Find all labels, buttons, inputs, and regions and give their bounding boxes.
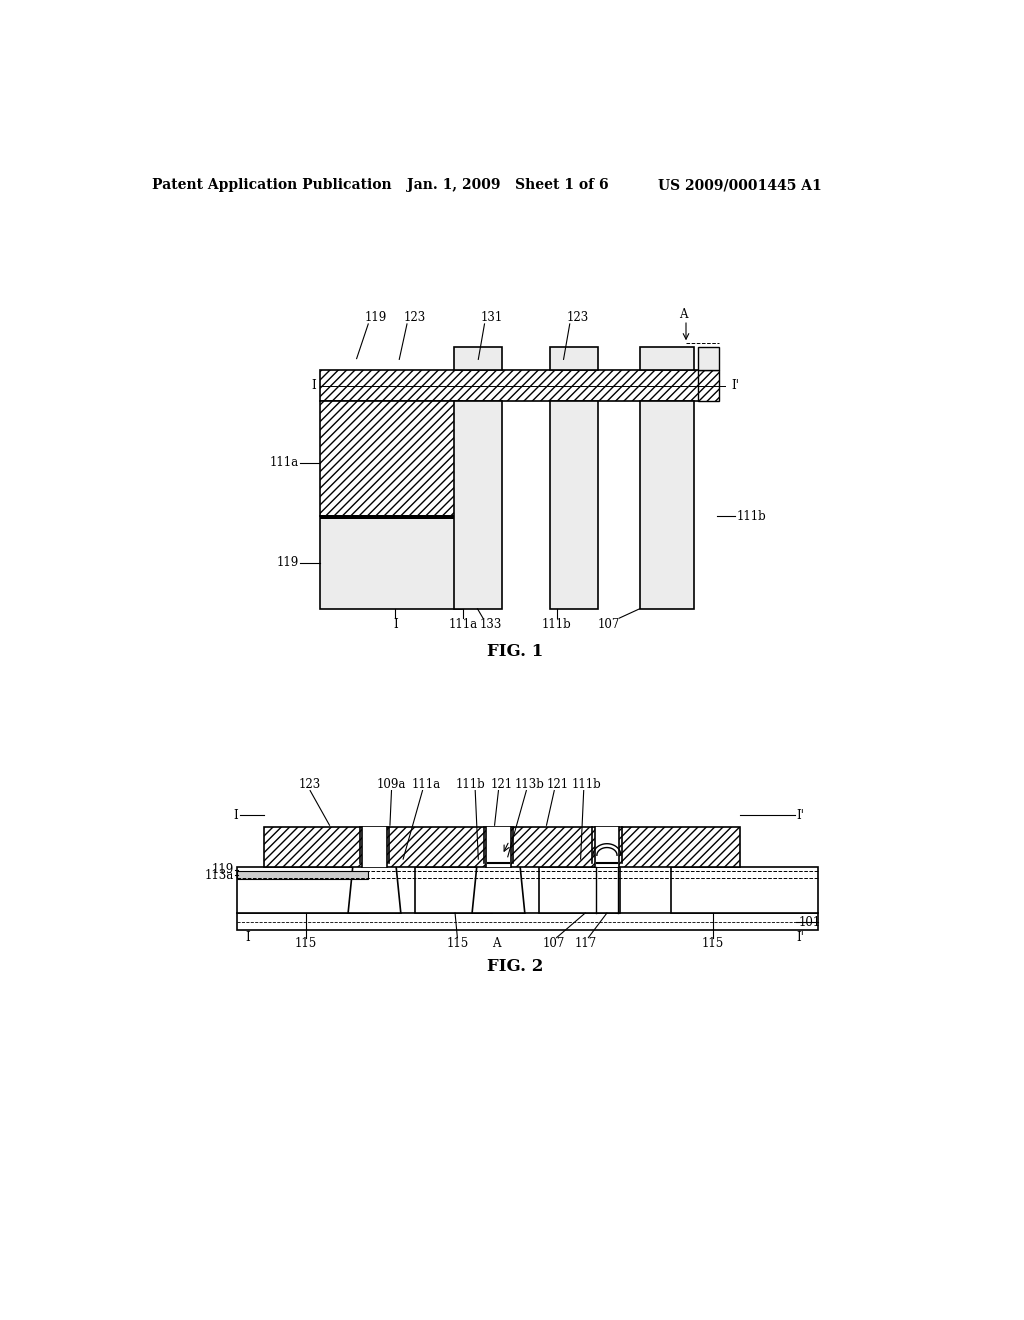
Text: I: I xyxy=(311,379,316,392)
Text: 123: 123 xyxy=(566,312,589,325)
Text: 111b: 111b xyxy=(572,777,602,791)
Bar xyxy=(237,867,369,913)
Text: 123: 123 xyxy=(403,312,426,325)
Bar xyxy=(362,826,387,867)
Text: 115: 115 xyxy=(702,937,724,950)
Text: I': I' xyxy=(796,809,804,822)
Bar xyxy=(415,867,493,913)
Polygon shape xyxy=(348,863,400,913)
Text: I': I' xyxy=(731,379,739,392)
Text: A: A xyxy=(680,308,688,321)
Text: FIG. 1: FIG. 1 xyxy=(487,643,544,660)
Bar xyxy=(595,826,620,867)
Text: I: I xyxy=(233,809,238,822)
Text: 133: 133 xyxy=(479,618,502,631)
Text: 111a: 111a xyxy=(449,618,477,631)
Bar xyxy=(454,401,502,609)
Text: 113a: 113a xyxy=(204,869,233,882)
Text: 101: 101 xyxy=(799,916,820,929)
Bar xyxy=(263,826,740,867)
Text: 111b: 111b xyxy=(456,777,485,791)
Bar xyxy=(640,401,693,609)
Bar xyxy=(321,515,462,519)
Bar xyxy=(454,347,502,370)
Text: FIG. 2: FIG. 2 xyxy=(487,958,544,975)
Text: 111a: 111a xyxy=(412,777,441,791)
Text: 131: 131 xyxy=(481,312,504,325)
Text: 107: 107 xyxy=(597,618,620,631)
Bar xyxy=(237,913,818,929)
Bar xyxy=(321,401,462,516)
Bar xyxy=(237,871,369,879)
Text: Patent Application Publication: Patent Application Publication xyxy=(152,178,391,193)
Bar xyxy=(671,867,818,913)
Text: 121: 121 xyxy=(546,777,568,791)
Text: 111b: 111b xyxy=(542,618,571,631)
Bar xyxy=(321,516,462,609)
Text: I': I' xyxy=(797,931,805,944)
Text: 119: 119 xyxy=(276,556,299,569)
Text: 111b: 111b xyxy=(736,510,766,523)
Text: 117: 117 xyxy=(574,937,596,950)
Text: 119: 119 xyxy=(211,863,233,876)
Bar xyxy=(486,826,511,867)
Text: 121: 121 xyxy=(490,777,513,791)
Text: 115: 115 xyxy=(446,937,469,950)
Text: Jan. 1, 2009   Sheet 1 of 6: Jan. 1, 2009 Sheet 1 of 6 xyxy=(407,178,608,193)
Text: 113b: 113b xyxy=(514,777,545,791)
Text: I: I xyxy=(393,618,397,631)
Text: US 2009/0001445 A1: US 2009/0001445 A1 xyxy=(658,178,822,193)
Bar xyxy=(321,370,717,401)
Text: A: A xyxy=(492,937,501,950)
Text: 119: 119 xyxy=(365,312,387,325)
Bar xyxy=(550,347,598,370)
Polygon shape xyxy=(472,863,524,913)
Text: 115: 115 xyxy=(295,937,317,950)
Bar xyxy=(697,370,719,401)
Text: 123: 123 xyxy=(299,777,322,791)
Text: 111a: 111a xyxy=(269,455,299,469)
Text: 107: 107 xyxy=(543,937,565,950)
Bar xyxy=(550,401,598,609)
Text: 109a: 109a xyxy=(377,777,407,791)
Bar xyxy=(697,347,719,370)
Text: I: I xyxy=(246,931,251,944)
Bar xyxy=(539,867,621,913)
Bar xyxy=(640,347,693,370)
